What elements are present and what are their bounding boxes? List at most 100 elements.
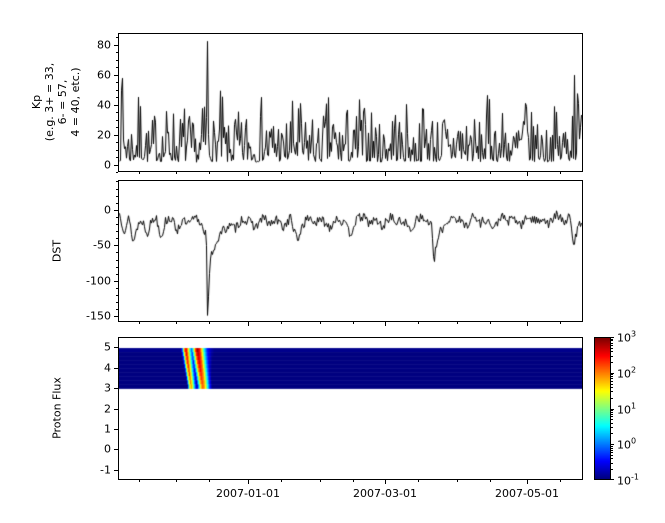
proton_flux-x-major-tick (527, 480, 528, 484)
proton_flux-ytick-label: 4 (104, 361, 111, 375)
dst-y-minor-tick (116, 267, 118, 268)
colorbar-minor-tick (611, 398, 613, 399)
dst-x-minor-tick (560, 322, 561, 324)
colorbar-minor-tick (611, 376, 613, 377)
proton_flux-x-minor-tick (139, 480, 140, 482)
kp-y-minor-tick (116, 172, 118, 173)
colorbar-minor-tick (611, 463, 613, 464)
colorbar-major-tick (611, 479, 614, 480)
proton_flux-x-minor-tick (353, 480, 354, 482)
dst-y-major-tick (114, 316, 118, 317)
dst-y-major-tick (114, 245, 118, 246)
dst-x-minor-tick (320, 322, 321, 324)
kp-y-minor-tick (116, 142, 118, 143)
proton_flux-y-major-tick (114, 347, 118, 348)
proton_flux-x-major-tick (385, 480, 386, 484)
kp-y-minor-tick (116, 157, 118, 158)
x-tick-label: 2007-01-01 (216, 487, 280, 500)
dst-y-minor-tick (116, 231, 118, 232)
dst-x-minor-tick (209, 322, 210, 324)
colorbar-minor-tick (611, 348, 613, 349)
proton_flux-y-major-tick (114, 368, 118, 369)
kp-ytick-label: 20 (97, 128, 111, 142)
dst-x-major-tick (527, 322, 528, 326)
kp-x-minor-tick (353, 172, 354, 174)
kp-x-minor-tick (560, 172, 561, 174)
proton_flux-ytick-label: 2 (104, 402, 111, 415)
kp-y-minor-tick (116, 150, 118, 151)
colorbar-tick-label: 103 (617, 329, 637, 345)
proton_flux-y-major-tick (114, 429, 118, 430)
kp-x-minor-tick (418, 172, 419, 174)
kp-ytick-label: 80 (97, 38, 111, 52)
proton-flux-axis-label: Proton Flux (50, 377, 64, 439)
proton_flux-x-minor-tick (490, 480, 491, 482)
colorbar (594, 337, 611, 480)
kp-y-minor-tick (116, 67, 118, 68)
kp-x-major-tick (527, 172, 528, 176)
dst-ytick-label: -100 (86, 274, 111, 288)
colorbar-minor-tick (611, 356, 613, 357)
kp-y-major-tick (114, 135, 118, 136)
colorbar-minor-tick (611, 450, 613, 451)
kp-x-minor-tick (490, 172, 491, 174)
dst-plot (118, 180, 583, 322)
dst-y-minor-tick (116, 302, 118, 303)
dst-x-minor-tick (457, 322, 458, 324)
colorbar-tick-label: 102 (617, 365, 637, 381)
dst-y-minor-tick (116, 260, 118, 261)
colorbar-gradient-canvas (595, 338, 610, 479)
dst-y-minor-tick (116, 238, 118, 239)
colorbar-tick-label: 101 (617, 401, 637, 416)
proton_flux-x-minor-tick (176, 480, 177, 482)
colorbar-major-tick (611, 409, 614, 410)
kp-ytick-label: 60 (97, 68, 111, 82)
dst-x-minor-tick (139, 322, 140, 324)
kp-x-minor-tick (320, 172, 321, 174)
dst-y-minor-tick (116, 217, 118, 218)
colorbar-minor-tick (611, 427, 613, 428)
kp-y-minor-tick (116, 120, 118, 121)
kp-x-minor-tick (457, 172, 458, 174)
colorbar-major-tick (611, 337, 614, 338)
proton-flux-plot (118, 337, 583, 480)
dst-x-major-tick (385, 322, 386, 326)
kp-x-major-tick (385, 172, 386, 176)
kp-y-minor-tick (116, 60, 118, 61)
dst-y-minor-tick (116, 309, 118, 310)
proton_flux-ytick-label: 0 (104, 442, 111, 456)
x-tick-label: 2007-05-01 (495, 487, 559, 500)
proton_flux-ytick-label: 1 (104, 422, 111, 436)
proton_flux-x-minor-tick (560, 480, 561, 482)
colorbar-minor-tick (611, 351, 613, 352)
dst-x-minor-tick (418, 322, 419, 324)
proton_flux-x-minor-tick (320, 480, 321, 482)
kp-plot (118, 33, 583, 172)
colorbar-minor-tick (611, 416, 613, 417)
dst-ytick-label: -50 (93, 238, 111, 252)
proton_flux-x-major-tick (248, 480, 249, 484)
kp-y-minor-tick (116, 90, 118, 91)
dst-y-minor-tick (116, 224, 118, 225)
x-tick-label: 2007-03-01 (353, 487, 417, 500)
kp-y-major-tick (114, 75, 118, 76)
dst-y-minor-tick (116, 295, 118, 296)
kp-y-minor-tick (116, 97, 118, 98)
kp-y-minor-tick (116, 82, 118, 83)
colorbar-minor-tick (611, 345, 613, 346)
colorbar-minor-tick (611, 391, 613, 392)
colorbar-minor-tick (611, 458, 613, 459)
colorbar-minor-tick (611, 374, 613, 375)
kp-y-minor-tick (116, 37, 118, 38)
dst-y-minor-tick (116, 203, 118, 204)
proton-flux-heatmap-canvas (119, 338, 582, 479)
proton_flux-y-major-tick (114, 388, 118, 389)
colorbar-minor-tick (611, 387, 613, 388)
kp-x-major-tick (248, 172, 249, 176)
dst-x-minor-tick (281, 322, 282, 324)
kp-ytick-label: 0 (104, 158, 111, 172)
dst-ytick-label: -150 (86, 309, 111, 323)
dst-ytick-label: 0 (104, 203, 111, 217)
dst-line-canvas (119, 181, 582, 321)
colorbar-minor-tick (611, 343, 613, 344)
